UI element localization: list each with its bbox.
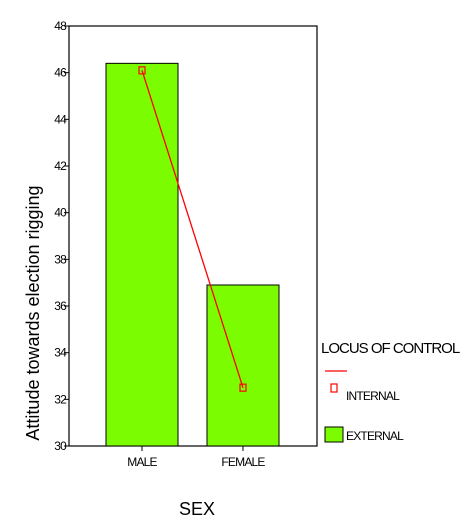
marker-internal-female [239, 383, 247, 392]
y-tick-label: 46 [54, 66, 67, 80]
y-tick-label: 40 [54, 206, 67, 220]
legend-marker-internal [330, 383, 338, 393]
bar-male [105, 62, 179, 447]
y-tick-label: 42 [54, 159, 67, 173]
y-tick-label: 48 [54, 19, 67, 33]
y-tick-label: 32 [54, 392, 67, 406]
x-tick-label: FEMALE [221, 455, 265, 469]
y-tick-label: 30 [54, 439, 67, 453]
line-internal [141, 70, 244, 388]
marker-internal-male [138, 66, 146, 75]
legend-swatch-external [324, 426, 344, 443]
plot-area: 30 32 34 36 38 40 42 44 46 48 MALE FEMALE [54, 19, 318, 469]
y-tick-label: 34 [54, 346, 67, 360]
legend: LOCUS OF CONTROL INTERNAL EXTERNAL [321, 340, 461, 443]
x-tick-label: MALE [127, 455, 157, 469]
y-axis-title: Attitude towards election rigging [23, 185, 43, 440]
legend-title: LOCUS OF CONTROL [321, 340, 460, 357]
y-tick-label: 36 [54, 299, 67, 313]
legend-label-external: EXTERNAL [346, 429, 404, 443]
legend-label-internal: INTERNAL [346, 389, 400, 403]
y-tick-label: 44 [54, 112, 67, 126]
plot-frame [68, 25, 318, 447]
y-tick-label: 38 [54, 252, 67, 266]
x-axis-title: SEX [179, 499, 215, 519]
